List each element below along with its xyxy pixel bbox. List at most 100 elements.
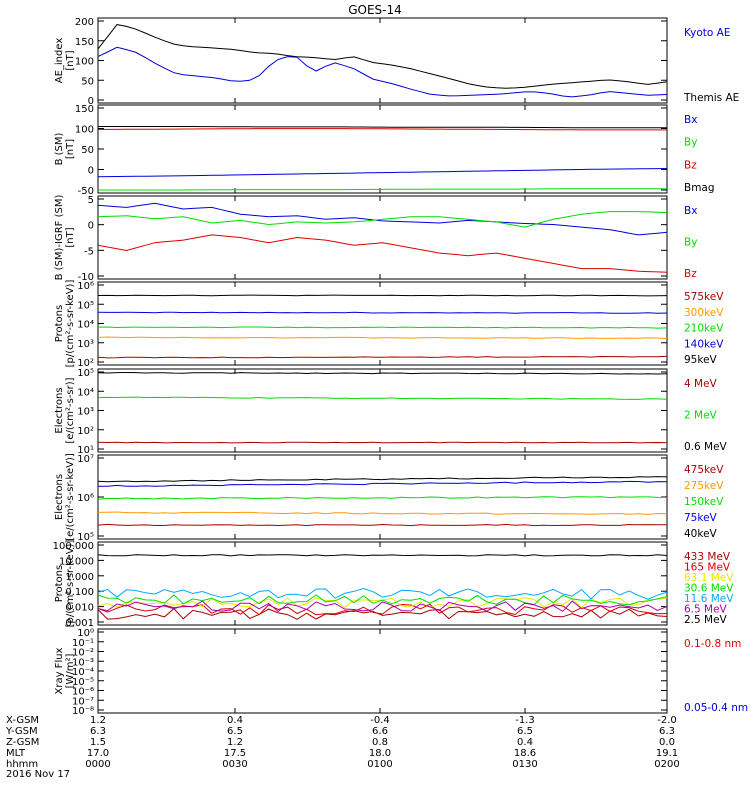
y-axis-label: Protons	[54, 565, 65, 602]
y-tick-label: 10⁷	[77, 454, 94, 465]
y-tick-label: 10⁶	[77, 493, 94, 504]
footer-value: 0.0	[659, 737, 675, 748]
y-tick-label: 0	[88, 96, 94, 107]
legend-entry: 0.1-0.8 nm	[684, 638, 741, 650]
legend-entry: 433 MeV	[684, 551, 731, 563]
y-tick-label: 10⁶	[77, 281, 94, 292]
panel-frame	[97, 541, 668, 626]
y-tick-label: 10⁰	[77, 628, 94, 639]
series-line-30-6-mev	[97, 594, 668, 606]
series-line-95kev	[97, 294, 668, 297]
legend-entry: 2.5 MeV	[684, 614, 728, 626]
footer-value: 18.0	[369, 748, 391, 759]
footer-value: 6.3	[659, 726, 675, 737]
footer-row-label: X-GSM	[6, 715, 39, 726]
y-axis-label: [e/(cm²-s-sr-keV)]	[65, 453, 76, 541]
y-tick-label: 0.100	[65, 587, 94, 598]
footer-value: 1.2	[227, 737, 243, 748]
panel-frame	[97, 281, 668, 366]
panel-frame	[97, 628, 668, 714]
y-tick-label: -10	[78, 272, 94, 283]
y-axis-label: [nT]	[65, 50, 76, 70]
series-line-575kev	[97, 355, 668, 359]
legend-entry: 210keV	[684, 323, 724, 335]
y-tick-label: 10⁻¹	[72, 638, 94, 649]
y-axis-label: [p/(cm²-s-sr-keV)]	[65, 280, 76, 368]
y-tick-label: 0	[88, 166, 94, 177]
footer-value: 0.8	[372, 737, 388, 748]
y-tick-label: 10⁴	[77, 320, 94, 331]
legend-entry: By	[684, 137, 697, 149]
y-tick-label: 10⁻⁴	[72, 667, 94, 678]
footer-value: 6.5	[517, 726, 533, 737]
series-line-by	[97, 211, 668, 228]
footer-value: 0100	[367, 759, 392, 770]
y-tick-label: 50	[81, 76, 94, 87]
legend-entry: Bz	[684, 159, 697, 171]
y-axis-label: [W/m²]	[65, 653, 76, 688]
footer-value: 0.4	[517, 737, 533, 748]
y-tick-label: 10⁻⁶	[72, 687, 94, 698]
panel-frame	[97, 104, 668, 194]
y-tick-label: 200	[75, 17, 94, 28]
y-tick-label: 5	[88, 195, 94, 206]
y-tick-label: 10⁻²	[72, 648, 94, 659]
series-line-bz	[97, 128, 667, 131]
series-line-75kev	[97, 480, 668, 487]
y-tick-label: 10.000	[59, 556, 94, 567]
panel-electrons2: 10⁷ 10⁶ 10⁵ Electrons [e/(cm²-s-sr-keV)] 475k…	[54, 453, 724, 543]
y-axis-label: Electrons	[54, 387, 65, 433]
footer-value: 0130	[512, 759, 537, 770]
footer-value: 1.2	[90, 715, 106, 726]
y-tick-label: 10⁵	[77, 532, 94, 543]
y-axis-label: Electrons	[54, 474, 65, 520]
series-line-themis-ae	[97, 24, 668, 89]
y-tick-label: 10²	[77, 358, 94, 369]
y-axis-label: Xray Flux	[54, 647, 65, 694]
legend-entry: 6.5 MeV	[684, 604, 728, 616]
legend-entry: 40keV	[684, 528, 718, 540]
y-tick-label: 10¹	[77, 445, 94, 456]
y-tick-label: 10²	[77, 426, 94, 437]
panel-frame	[97, 195, 668, 280]
legend-entry: Bx	[684, 114, 697, 126]
y-axis-label: B (SM)-IGRF (SM)	[54, 195, 65, 281]
footer-row-label: MLT	[6, 748, 26, 759]
footer-row-label: 2016 Nov 17	[6, 769, 70, 780]
series-line-by	[98, 188, 667, 191]
legend-entry: 4 MeV	[684, 378, 718, 390]
series-line-275kev	[98, 511, 668, 515]
legend-entry: 300keV	[684, 307, 724, 319]
legend-entry: 63.1 MeV	[684, 572, 734, 584]
legend-entry: 30.6 MeV	[684, 583, 734, 595]
y-axis-label: [p/(cm²-s-sr-keV)]	[65, 540, 76, 628]
legend-entry: Kyoto AE	[684, 27, 730, 39]
legend-entry: By	[684, 237, 697, 249]
legend-entry: 0.05-0.4 nm	[684, 702, 748, 714]
series-line-150kev	[97, 496, 668, 500]
footer-row-label: hhmm	[6, 759, 38, 770]
legend-entry: 150keV	[684, 496, 724, 508]
panel-electrons1: 10⁵ 10⁴ 10³ 10² 10¹ Electrons [e/(cm²-s-sr)] 4 …	[54, 368, 728, 456]
y-tick-label: 100	[75, 57, 94, 68]
series-line-11-6-mev	[97, 587, 668, 600]
y-tick-label: 10⁻⁵	[72, 677, 94, 688]
y-tick-label: 10⁻³	[72, 657, 94, 668]
y-tick-label: 0.010	[65, 603, 94, 614]
series-line-2-5-mev	[97, 554, 668, 557]
y-tick-label: 10⁻⁷	[72, 696, 94, 707]
y-tick-label: 0	[88, 221, 94, 232]
series-line-4-mev	[97, 441, 668, 444]
footer-value: 0200	[654, 759, 679, 770]
y-tick-label: 1.000	[65, 572, 94, 583]
y-tick-label: 100	[75, 125, 94, 136]
footer-value: 6.5	[227, 726, 243, 737]
footer-value: 0000	[85, 759, 110, 770]
series-line-40kev	[97, 476, 668, 483]
footer-value: 1.5	[90, 737, 106, 748]
panel-protons2: 100.000 10.000 1.000 0.100 0.010 0.001 Protons…	[53, 540, 735, 629]
panel-frame	[97, 368, 668, 453]
y-tick-label: 150	[75, 37, 94, 48]
legend-entry: Themis AE	[683, 92, 739, 104]
